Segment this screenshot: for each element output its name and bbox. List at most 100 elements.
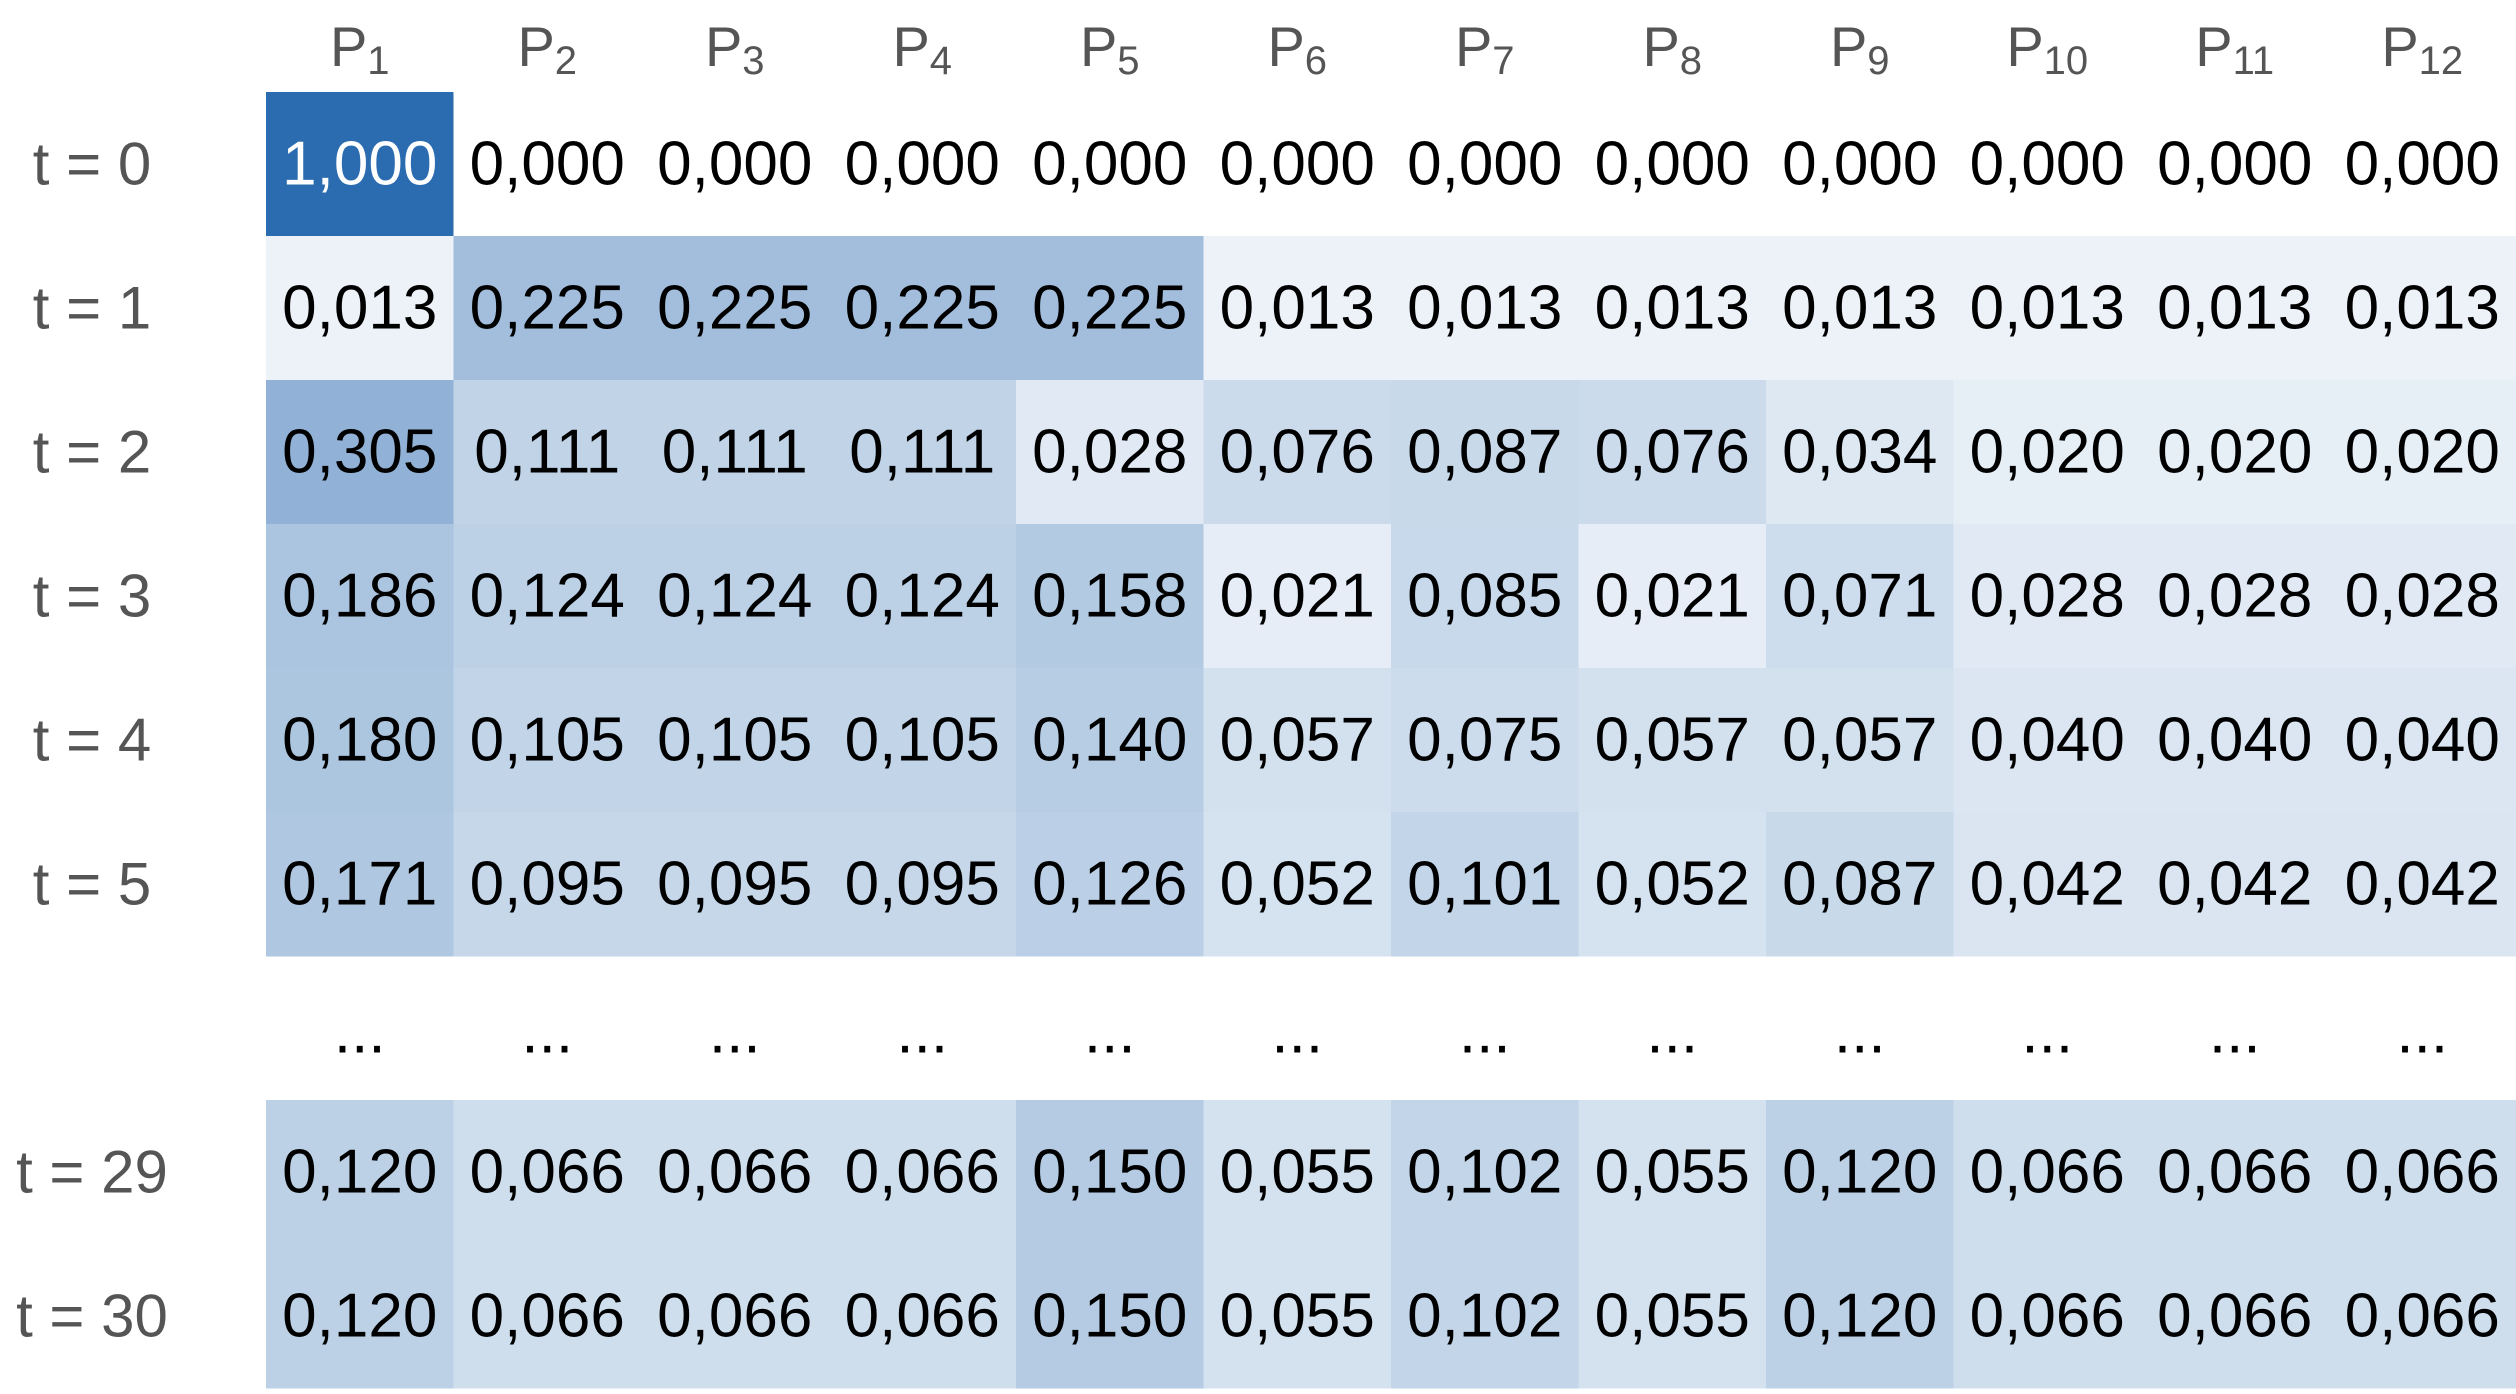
row-label: t = 0 (33, 131, 151, 198)
cell-value-label: 0,225 (470, 274, 625, 343)
cell-value-label: 0,028 (1032, 418, 1187, 487)
cell-value-label: 0,000 (1595, 130, 1750, 199)
heatmap-cell (2328, 1244, 2516, 1389)
heatmap-cell (453, 380, 642, 525)
column-header-p7: P7 (1455, 15, 1515, 83)
cell-value-label: 0,052 (1595, 850, 1750, 919)
heatmap-cell (1766, 236, 1954, 381)
heatmap-cell (828, 524, 1017, 669)
heatmap-cell (2141, 1100, 2329, 1245)
cell-value-label: 0,066 (470, 1282, 625, 1351)
ellipsis-label: ... (2209, 998, 2261, 1067)
cell-value-label: 0,055 (1220, 1282, 1375, 1351)
heatmap-cell (1578, 812, 1767, 957)
cell-value-label: 0,085 (1407, 562, 1562, 631)
cell-value-label: 0,000 (2345, 130, 2500, 199)
cell-value-label: 0,040 (1970, 706, 2125, 775)
heatmap-cell (1953, 812, 2142, 957)
heatmap-cell (1016, 524, 1204, 669)
cell-value-label: 0,158 (1032, 562, 1187, 631)
cell-value-label: 0,028 (2345, 562, 2500, 631)
cell-value-label: 0,013 (282, 274, 437, 343)
heatmap-cell (1391, 524, 1579, 669)
ellipsis-label: ... (1459, 998, 1511, 1067)
heatmap-cell (1578, 92, 1767, 237)
column-header-p2: P2 (517, 15, 577, 83)
cell-value-label: 0,120 (282, 1282, 437, 1351)
heatmap-cell (1391, 812, 1579, 957)
cell-value-label: 0,066 (2345, 1138, 2500, 1207)
cell-value-label: 0,013 (2157, 274, 2312, 343)
heatmap-cell (828, 236, 1017, 381)
heatmap-cell (1203, 236, 1392, 381)
cell-value-label: 0,120 (282, 1138, 437, 1207)
heatmap-cell (1016, 236, 1204, 381)
heatmap-cell (828, 1244, 1017, 1389)
cell-value-label: 0,000 (1407, 130, 1562, 199)
ellipsis-label: ... (1271, 998, 1323, 1067)
cell-value-label: 0,013 (2345, 274, 2500, 343)
cell-value-label: 0,095 (470, 850, 625, 919)
heatmap-cell (2328, 1100, 2516, 1245)
row-label: t = 29 (16, 1139, 168, 1206)
column-header-p5: P5 (1080, 15, 1140, 83)
cell-value-label: 0,052 (1220, 850, 1375, 919)
heatmap-cell (266, 524, 454, 669)
heatmap-cell (2328, 380, 2516, 525)
heatmap-cell (2141, 380, 2329, 525)
heatmap-cell (453, 1100, 642, 1245)
heatmap-cell (1578, 668, 1767, 813)
cell-value-label: 0,057 (1220, 706, 1375, 775)
heatmap-cell (1578, 1100, 1767, 1245)
heatmap-cell (1766, 1244, 1954, 1389)
heatmap-cell (2141, 524, 2329, 669)
cell-value-label: 0,055 (1220, 1138, 1375, 1207)
heatmap-cell (2141, 92, 2329, 237)
heatmap-cell (1203, 1244, 1392, 1389)
heatmap-cell (1578, 1244, 1767, 1389)
heatmap-cell (1203, 380, 1392, 525)
heatmap-cell (1391, 1244, 1579, 1389)
heatmap-cell (266, 236, 454, 381)
heatmap-cell (1953, 524, 2142, 669)
heatmap-cell (266, 812, 454, 957)
cell-value-label: 0,066 (845, 1282, 1000, 1351)
heatmap-cell (1016, 92, 1204, 237)
heatmap-cell (1766, 812, 1954, 957)
heatmap-cell (1203, 812, 1392, 957)
cell-value-label: 0,013 (1595, 274, 1750, 343)
cell-value-label: 0,150 (1032, 1138, 1187, 1207)
cell-value-label: 0,066 (2345, 1282, 2500, 1351)
cell-value-label: 0,040 (2345, 706, 2500, 775)
ellipsis-label: ... (896, 998, 948, 1067)
heatmap-cell (641, 668, 829, 813)
cell-value-label: 0,124 (845, 562, 1000, 631)
cell-value-label: 0,076 (1595, 418, 1750, 487)
cell-value-label: 0,000 (1782, 130, 1937, 199)
cell-value-label: 0,042 (2157, 850, 2312, 919)
row-label: t = 4 (33, 707, 151, 774)
cell-value-label: 0,225 (1032, 274, 1187, 343)
heatmap-cell (828, 380, 1017, 525)
cell-value-label: 0,000 (2157, 130, 2312, 199)
cell-value-label: 0,095 (657, 850, 812, 919)
heatmap-cell (641, 236, 829, 381)
heatmap-cell (453, 812, 642, 957)
cell-value-label: 0,071 (1782, 562, 1937, 631)
heatmap-cell (1953, 668, 2142, 813)
heatmap-cell (641, 380, 829, 525)
cell-value-label: 0,021 (1595, 562, 1750, 631)
row-label: t = 30 (16, 1283, 168, 1350)
cell-value-label: 0,040 (2157, 706, 2312, 775)
heatmap-cell (1953, 1244, 2142, 1389)
heatmap-cell (1203, 92, 1392, 237)
heatmap-cell (1953, 380, 2142, 525)
cell-value-label: 0,095 (845, 850, 1000, 919)
heatmap-cell (641, 1100, 829, 1245)
cell-value-label: 0,124 (657, 562, 812, 631)
heatmap-cell (1391, 92, 1579, 237)
cell-value-label: 0,057 (1782, 706, 1937, 775)
heatmap-cell (1578, 524, 1767, 669)
cell-value-label: 0,076 (1220, 418, 1375, 487)
cell-value-label: 0,180 (282, 706, 437, 775)
